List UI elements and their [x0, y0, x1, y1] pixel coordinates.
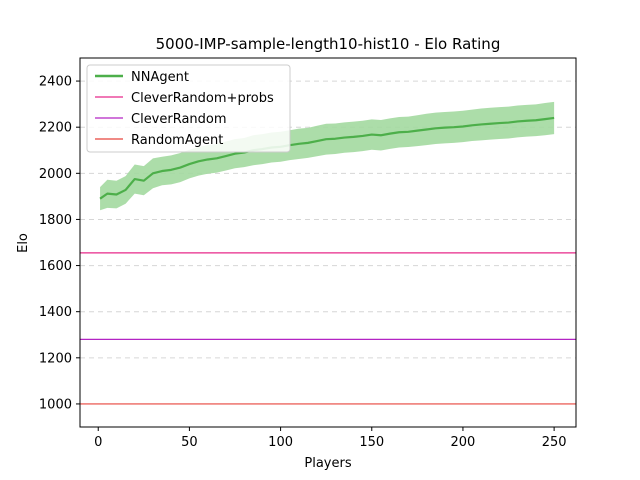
- y-tick-label-1400: 1400: [39, 305, 72, 320]
- legend-label-1: CleverRandom+probs: [131, 91, 274, 106]
- y-ticks: 1000 1200 1400 1600 1800 2000 2200 2400: [39, 75, 80, 412]
- axes-frame: [79, 57, 577, 428]
- legend-box: [86, 64, 291, 153]
- y-tick-label-1200: 1200: [39, 351, 72, 366]
- x-ticks: 0 50 100 150 200 250: [94, 427, 567, 450]
- plot-frame: [79, 57, 577, 428]
- y-tick-label-2200: 2200: [39, 121, 72, 136]
- x-tick-label-200: 200: [451, 435, 476, 450]
- legend: NNAgent CleverRandom+probs CleverRandom Ran…: [86, 64, 291, 153]
- x-tick-label-100: 100: [268, 435, 293, 450]
- x-axis-label: Players: [304, 456, 351, 471]
- series-lines-layer: [80, 116, 576, 405]
- x-tick-label-0: 0: [94, 435, 102, 450]
- legend-label-3: RandomAgent: [131, 133, 223, 148]
- x-tick-label-50: 50: [181, 435, 198, 450]
- x-tick-label-250: 250: [542, 435, 567, 450]
- chart-title: 5000-IMP-sample-length10-hist10 - Elo Ra…: [156, 35, 501, 53]
- legend-label-0: NNAgent: [131, 70, 189, 85]
- y-tick-label-1600: 1600: [39, 259, 72, 274]
- legend-label-2: CleverRandom: [131, 112, 227, 127]
- y-axis-label: Elo: [16, 233, 31, 253]
- x-tick-label-150: 150: [359, 435, 384, 450]
- y-tick-label-1000: 1000: [39, 397, 72, 412]
- nnagent-line: [99, 116, 555, 200]
- y-tick-label-1800: 1800: [39, 213, 72, 228]
- y-tick-label-2400: 2400: [39, 75, 72, 90]
- y-tick-label-2000: 2000: [39, 167, 72, 182]
